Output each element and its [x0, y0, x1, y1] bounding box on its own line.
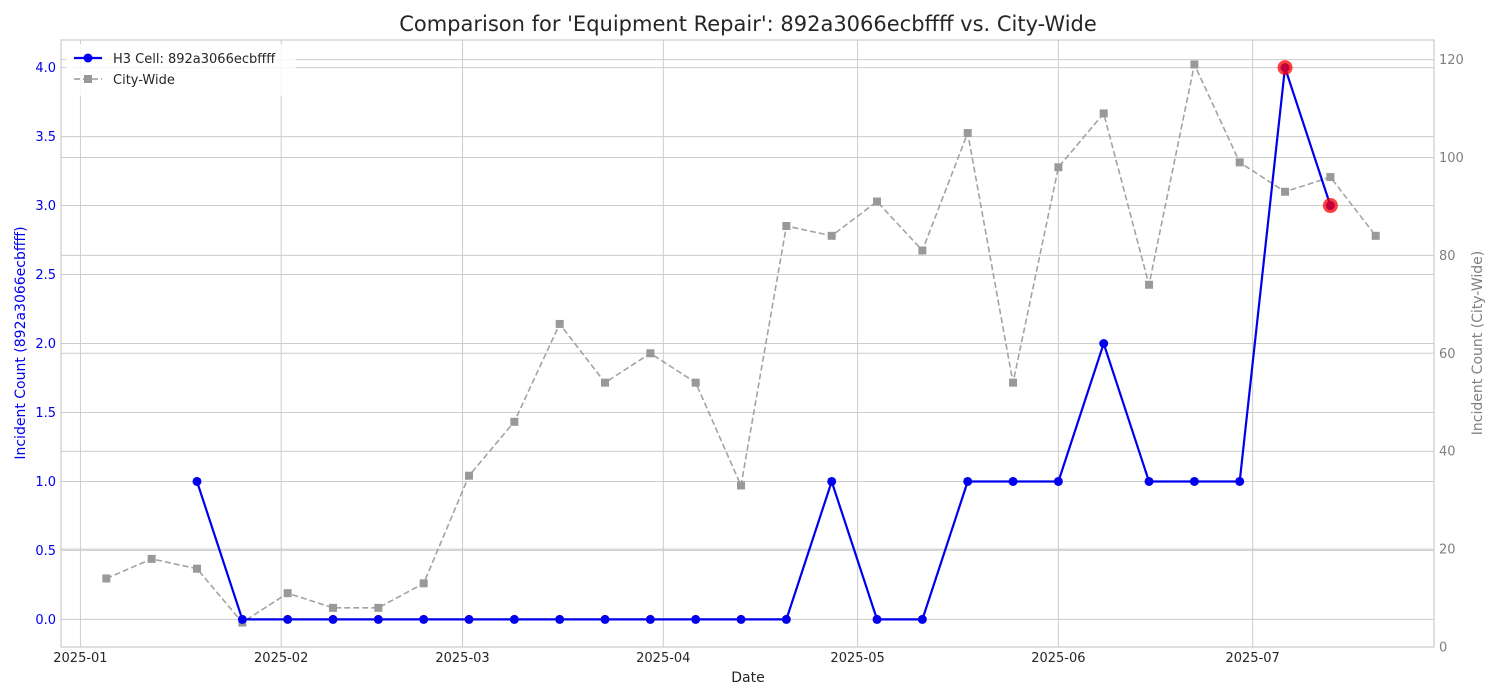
data-point-city-wide-2025-06-22: [1190, 60, 1199, 69]
series-line-h3-cell-892a3066ecbffff: [195, 67, 1332, 621]
y-right-tick-label-0: 0: [1439, 641, 1447, 656]
data-point-h3-cell-892a3066ecbffff-2025-04-13: [736, 614, 746, 624]
x-tick-label-2025-01: 2025-01: [53, 651, 107, 666]
legend-swatch-marker-h3-cell: [83, 53, 93, 63]
x-axis-ticks: 2025-01 2025-02 2025-03 2025-04 2025-05 2025-…: [53, 651, 1280, 666]
data-point-city-wide-2025-06-01: [1054, 163, 1063, 172]
data-point-city-wide-2025-06-29: [1235, 158, 1244, 167]
data-point-city-wide-2025-04-13: [737, 481, 746, 490]
data-point-city-wide-2025-05-11: [918, 246, 927, 255]
chart-title: Comparison for 'Equipment Repair': 892a3…: [399, 12, 1097, 36]
y-left-tick-label-3-0: 3.0: [35, 199, 56, 214]
legend-label-h3-cell: H3 Cell: 892a3066ecbffff: [113, 52, 276, 67]
data-point-h3-cell-892a3066ecbffff-2025-04-27: [827, 476, 837, 486]
data-point-h3-cell-892a3066ecbffff-2025-01-26: [237, 614, 247, 624]
y-right-tick-label-120: 120: [1439, 53, 1464, 68]
data-point-city-wide-2025-06-15: [1145, 280, 1154, 289]
y-right-axis-ticks: 0 20 40 60 80 100 120: [1439, 53, 1464, 655]
y-left-tick-label-1-0: 1.0: [35, 475, 56, 490]
highlight-point-2025-07-06: [1277, 60, 1293, 76]
data-point-city-wide-2025-02-16: [374, 603, 383, 612]
legend: H3 Cell: 892a3066ecbffff City-Wide: [66, 44, 296, 96]
data-point-city-wide-2025-02-09: [329, 603, 338, 612]
data-point-city-wide-2025-07-13: [1326, 173, 1335, 182]
x-tick-label-2025-06: 2025-06: [1031, 651, 1085, 666]
data-point-h3-cell-892a3066ecbffff-2025-02-02: [283, 614, 293, 624]
data-point-city-wide-2025-01-12: [147, 554, 156, 563]
data-point-city-wide-2025-03-09: [510, 417, 519, 426]
highlight-point-2025-07-13: [1322, 198, 1338, 214]
data-point-h3-cell-892a3066ecbffff-2025-03-30: [645, 614, 655, 624]
legend-swatch-marker-city-wide: [84, 75, 92, 83]
y-right-tick-label-20: 20: [1439, 543, 1456, 558]
data-point-city-wide-2025-07-20: [1371, 231, 1380, 240]
x-tick-label-2025-03: 2025-03: [435, 651, 489, 666]
data-point-city-wide-2025-07-06: [1281, 187, 1290, 196]
data-point-city-wide-2025-04-06: [691, 378, 700, 387]
y-left-tick-label-0-0: 0.0: [35, 613, 56, 628]
data-point-city-wide-2025-01-05: [102, 574, 111, 583]
data-point-h3-cell-892a3066ecbffff-2025-05-04: [872, 614, 882, 624]
data-point-city-wide-2025-03-02: [465, 471, 474, 480]
data-point-city-wide-2025-03-23: [601, 378, 610, 387]
data-point-h3-cell-892a3066ecbffff-2025-02-09: [328, 614, 338, 624]
y-left-axis-ticks: 0.0 0.5 1.0 1.5 2.0 2.5 3.0 3.5 4.0: [35, 61, 56, 628]
x-tick-label-2025-02: 2025-02: [254, 651, 308, 666]
data-point-city-wide-2025-05-18: [963, 129, 972, 138]
x-tick-label-2025-04: 2025-04: [636, 651, 690, 666]
grid: [61, 40, 1434, 648]
data-point-city-wide-2025-04-27: [827, 231, 836, 240]
data-point-city-wide-2025-03-30: [646, 349, 655, 358]
y-right-tick-label-40: 40: [1439, 445, 1456, 460]
data-point-h3-cell-892a3066ecbffff-2025-03-23: [600, 614, 610, 624]
legend-label-city-wide: City-Wide: [113, 73, 175, 88]
data-point-h3-cell-892a3066ecbffff-2025-04-20: [781, 614, 791, 624]
y-left-tick-label-4-0: 4.0: [35, 61, 56, 76]
data-point-h3-cell-892a3066ecbffff-2025-05-18: [963, 476, 973, 486]
data-point-h3-cell-892a3066ecbffff-2025-04-06: [691, 614, 701, 624]
data-point-h3-cell-892a3066ecbffff-2025-05-25: [1008, 476, 1018, 486]
data-point-city-wide-2025-04-20: [782, 222, 791, 231]
data-point-h3-cell-892a3066ecbffff-2025-03-16: [555, 614, 565, 624]
data-point-h3-cell-892a3066ecbffff-2025-06-15: [1144, 476, 1154, 486]
x-axis-label: Date: [731, 670, 764, 686]
y-right-tick-label-60: 60: [1439, 347, 1456, 362]
y-left-tick-label-1-5: 1.5: [35, 406, 56, 421]
data-point-city-wide-2025-03-16: [555, 319, 564, 328]
data-point-city-wide-2025-02-23: [419, 579, 428, 588]
data-point-h3-cell-892a3066ecbffff-2025-03-09: [509, 614, 519, 624]
y-left-tick-label-0-5: 0.5: [35, 544, 56, 559]
x-tick-label-2025-05: 2025-05: [830, 651, 884, 666]
data-point-h3-cell-892a3066ecbffff-2025-06-29: [1235, 476, 1245, 486]
data-point-city-wide-2025-02-02: [283, 589, 292, 598]
y-right-axis-label: Incident Count (City-Wide): [1470, 251, 1486, 435]
data-point-city-wide-2025-05-04: [873, 197, 882, 206]
data-point-city-wide-2025-06-08: [1099, 109, 1108, 118]
y-left-tick-label-3-5: 3.5: [35, 130, 56, 145]
data-point-city-wide-2025-05-25: [1009, 378, 1018, 387]
y-right-tick-label-100: 100: [1439, 151, 1464, 166]
data-point-h3-cell-892a3066ecbffff-2025-02-16: [373, 614, 383, 624]
plot-frame: [60, 39, 1435, 648]
data-point-h3-cell-892a3066ecbffff-2025-06-08: [1099, 339, 1109, 348]
y-left-tick-label-2-5: 2.5: [35, 268, 56, 283]
y-left-tick-label-2-0: 2.0: [35, 337, 56, 352]
data-point-h3-cell-892a3066ecbffff-2025-05-11: [917, 614, 927, 624]
data-point-h3-cell-892a3066ecbffff-2025-02-23: [419, 614, 429, 624]
legend-box: [66, 44, 296, 96]
y-left-axis-label: Incident Count (892a3066ecbffff): [13, 226, 29, 459]
data-point-h3-cell-892a3066ecbffff-2025-06-22: [1189, 476, 1199, 486]
data-point-city-wide-2025-01-19: [193, 564, 202, 573]
series-layer: [102, 60, 1380, 627]
x-tick-label-2025-07: 2025-07: [1225, 651, 1279, 666]
highlight-points: [1277, 60, 1338, 214]
y-right-tick-label-80: 80: [1439, 249, 1456, 264]
data-point-h3-cell-892a3066ecbffff-2025-06-01: [1053, 476, 1063, 486]
data-point-h3-cell-892a3066ecbffff-2025-03-02: [464, 614, 474, 624]
data-point-h3-cell-892a3066ecbffff-2025-01-19: [192, 476, 202, 486]
